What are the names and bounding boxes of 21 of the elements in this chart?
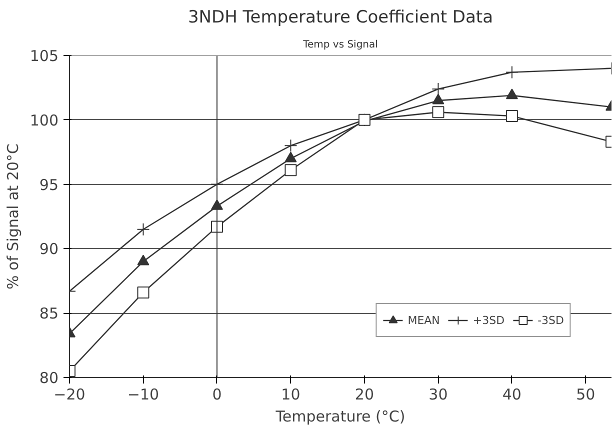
- y-tick-label: 95: [39, 176, 59, 194]
- legend-label: +3SD: [472, 314, 505, 326]
- x-tick-label: 40: [502, 386, 522, 404]
- x-tick-label: −10: [127, 386, 160, 404]
- x-tick-label: −20: [54, 386, 86, 404]
- y-tick-label: 105: [30, 47, 59, 65]
- x-tick-label: 20: [354, 386, 374, 404]
- legend-label: MEAN: [408, 314, 440, 326]
- y-axis-title: % of Signal at 20°C: [4, 143, 22, 290]
- chart-subtitle: Temp vs Signal: [302, 40, 378, 50]
- x-tick-label: 30: [428, 386, 448, 404]
- x-axis-title: Temperature (°C): [274, 408, 406, 426]
- x-tick-label: 0: [212, 386, 222, 404]
- y-tick-label: 100: [30, 111, 59, 130]
- x-tick-label: 10: [281, 386, 300, 404]
- y-tick-label: 90: [39, 240, 59, 258]
- x-tick-label: 50: [576, 386, 596, 404]
- legend-label: -3SD: [538, 314, 564, 326]
- y-tick-label: 85: [39, 304, 59, 323]
- chart-title: 3NDH Temperature Coefficient Data: [188, 8, 494, 28]
- y-tick-label: 80: [39, 369, 59, 387]
